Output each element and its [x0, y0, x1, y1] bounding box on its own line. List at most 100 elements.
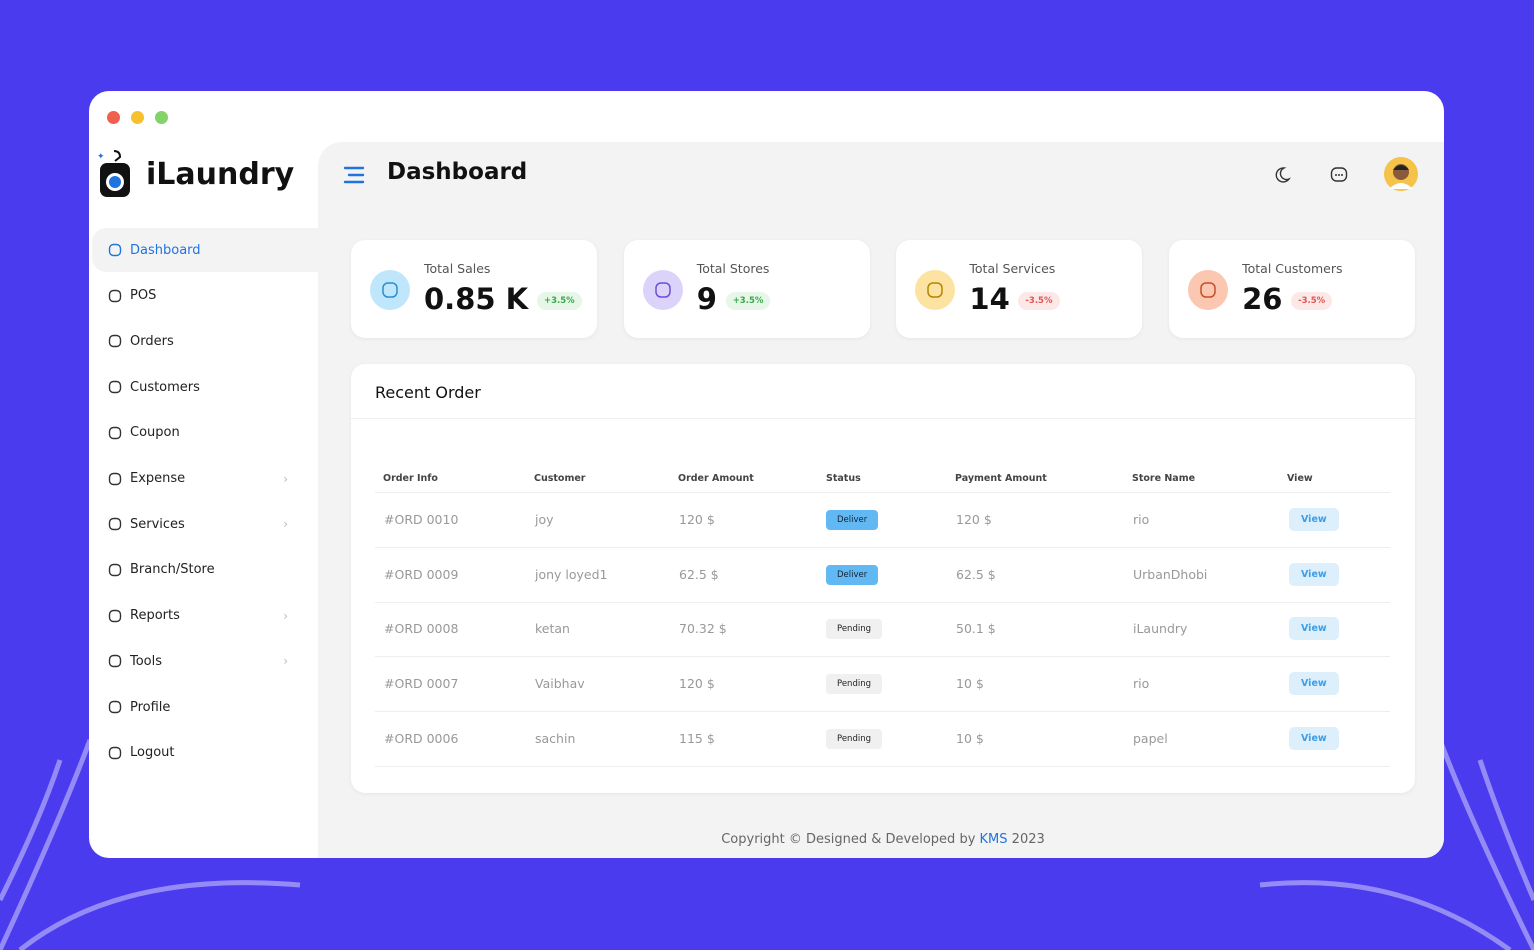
cell: #ORD 0010 [384, 512, 459, 527]
nav-label: Orders [130, 333, 174, 349]
header-rule [375, 492, 1390, 493]
nav-icon [108, 655, 122, 668]
view-button[interactable]: View [1289, 562, 1339, 586]
view-button[interactable]: View [1289, 508, 1339, 531]
window-minimize[interactable] [131, 111, 144, 124]
view-button[interactable]: View [1289, 617, 1339, 641]
nav-label: POS [130, 288, 157, 304]
stat-card: Total Stores 9 +3.5% [623, 240, 870, 338]
column-header: Store Name [1132, 473, 1196, 484]
nav-item[interactable]: Customers [92, 365, 318, 409]
nav-label: Expense [130, 471, 186, 486]
footer-brand[interactable]: KMS [979, 832, 1008, 847]
column-header: View [1287, 473, 1313, 484]
section-title: Recent Order [375, 383, 481, 402]
nav-icon [108, 472, 122, 485]
status-badge: Pending [826, 619, 882, 640]
nav-icon [108, 380, 122, 394]
window: ✦ iLaundry Dashboard Recent Order Order … [89, 91, 1444, 858]
nav-label: Services [130, 516, 185, 532]
decoration [0, 739, 1534, 950]
stat-icon [370, 270, 410, 310]
nav-label: Customers [130, 379, 200, 395]
nav-icon [108, 426, 122, 439]
nav-label: Dashboard [130, 242, 201, 258]
stat-value: 14 [969, 282, 1010, 316]
cell: ketan [535, 621, 570, 637]
theme-toggle[interactable] [1273, 166, 1291, 184]
nav-icon [108, 335, 122, 348]
status-badge: Deliver [826, 510, 879, 530]
user-avatar[interactable] [1384, 157, 1418, 191]
nav-chevron: › [283, 654, 288, 669]
nav-item[interactable]: Orders [92, 319, 318, 363]
footer: Copyright © Designed & Developed by KMS … [318, 832, 1444, 847]
footer-text: Copyright © Designed & Developed by [721, 832, 976, 847]
cell: Vaibhav [535, 676, 585, 692]
status-badge: Pending [826, 674, 882, 695]
cell: sachin [535, 730, 576, 746]
nav-icon [108, 609, 122, 622]
nav-item[interactable]: Reports › [92, 594, 318, 638]
nav-label: Coupon [130, 425, 180, 441]
cell: rio [1133, 512, 1150, 527]
stat-icon [915, 270, 956, 310]
nav-label: Branch/Store [130, 562, 215, 578]
nav-chevron: › [283, 608, 288, 623]
window-close[interactable] [107, 111, 120, 124]
column-header: Customer [534, 473, 586, 484]
svg-text:✦: ✦ [97, 152, 105, 162]
status-badge: Deliver [826, 564, 879, 585]
cell: #ORD 0009 [384, 566, 459, 582]
nav-item[interactable]: Services › [92, 502, 318, 546]
stat-icon [642, 270, 683, 310]
cell: 120 $ [956, 512, 992, 527]
nav-item[interactable]: Coupon [92, 411, 318, 455]
row-rule [375, 547, 1390, 548]
window-maximize[interactable] [155, 111, 168, 124]
cell: 120 $ [679, 512, 715, 527]
column-header: Order Amount [678, 473, 754, 484]
cell: iLaundry [1133, 621, 1188, 637]
row-rule [375, 765, 1390, 767]
nav-item[interactable]: Branch/Store [92, 548, 318, 592]
stat-change: -3.5% [1018, 292, 1060, 310]
nav-chevron: › [283, 471, 288, 486]
nav-item[interactable]: Dashboard [92, 228, 318, 272]
cell: 10 $ [956, 730, 984, 746]
nav-label: Profile [130, 699, 171, 715]
stat-change: +3.5% [537, 292, 582, 310]
nav-icon [108, 243, 122, 257]
footer-year: 2023 [1011, 832, 1045, 847]
cell: joy [535, 512, 554, 527]
column-header: Order Info [383, 473, 438, 484]
cell: 62.5 $ [679, 566, 719, 582]
stat-label: Total Customers [1242, 261, 1343, 276]
nav-item[interactable]: Profile [92, 685, 318, 729]
messages-button[interactable] [1330, 166, 1348, 184]
cell: UrbanDhobi [1133, 566, 1208, 582]
nav-item[interactable]: Tools › [92, 639, 318, 683]
cell: jony loyed1 [535, 566, 608, 582]
nav-label: Logout [130, 745, 175, 761]
nav-item[interactable]: Expense › [92, 457, 318, 501]
stat-label: Total Services [969, 261, 1056, 276]
nav-label: Reports [130, 608, 180, 624]
column-header: Status [826, 473, 861, 484]
cell: #ORD 0008 [384, 621, 459, 637]
recent-order-card: Recent Order Order Info Customer Order Amo… [351, 364, 1415, 793]
cell: 70.32 $ [679, 621, 727, 637]
cell: 62.5 $ [956, 566, 996, 582]
menu-toggle[interactable] [343, 164, 367, 186]
nav-item[interactable]: Logout [92, 731, 318, 775]
view-button[interactable]: View [1289, 672, 1339, 696]
nav-icon [108, 517, 122, 531]
cell: #ORD 0007 [384, 676, 459, 692]
view-button[interactable]: View [1289, 726, 1339, 750]
stat-icon [1188, 270, 1229, 310]
row-rule [375, 601, 1390, 603]
nav-item[interactable]: POS [92, 274, 318, 318]
nav-icon [108, 289, 122, 302]
nav-icon [108, 563, 122, 577]
row-rule [375, 711, 1390, 713]
